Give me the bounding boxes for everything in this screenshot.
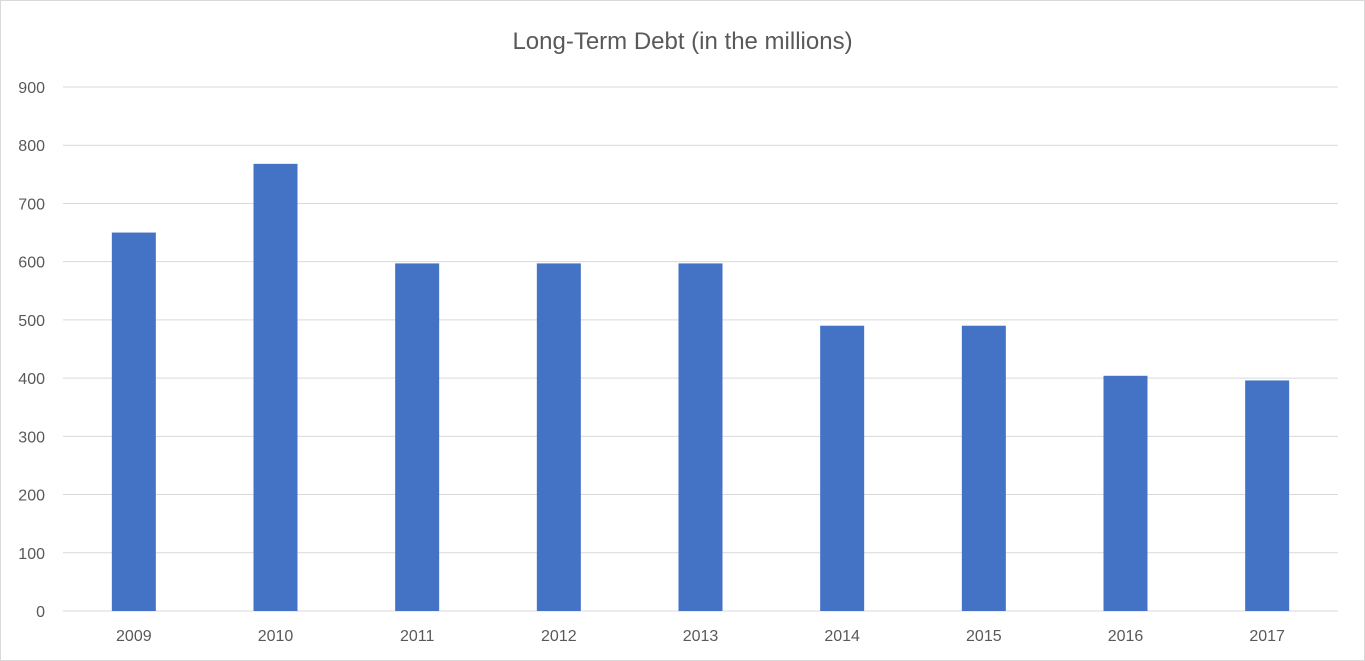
y-tick-label: 500 [18,313,45,330]
x-tick-label: 2014 [824,628,860,645]
x-tick-label: 2017 [1249,628,1285,645]
y-tick-label: 200 [18,488,45,505]
y-tick-label: 400 [18,371,45,388]
x-tick-label: 2012 [541,628,577,645]
y-tick-label: 0 [36,604,45,621]
y-tick-label: 900 [18,80,45,97]
bar-2009 [111,232,156,612]
chart-title: Long-Term Debt (in the millions) [512,28,853,55]
x-tick-label: 2015 [966,628,1002,645]
y-axis-tick-labels: 0 100 200 300 400 500 600 700 800 900 [18,80,45,621]
x-tick-label: 2011 [400,628,435,645]
bars [111,163,1290,612]
bar-2017 [1245,380,1290,611]
bar-2012 [536,263,581,611]
bar-2011 [395,263,440,611]
y-tick-label: 300 [18,429,45,446]
y-tick-label: 100 [18,546,45,563]
bar-2010 [253,163,298,611]
y-tick-label: 700 [18,196,45,213]
y-tick-label: 600 [18,255,45,272]
y-tick-label: 800 [18,138,45,155]
bar-2014 [820,325,865,611]
x-tick-label: 2013 [683,628,719,645]
bar-2016 [1103,375,1148,611]
bar-2015 [961,325,1006,611]
x-tick-label: 2010 [258,628,294,645]
x-tick-label: 2016 [1108,628,1144,645]
bar-2013 [678,263,723,611]
x-tick-label: 2009 [116,628,152,645]
x-axis-tick-labels: 2009 2010 2011 2012 2013 2014 2015 2016 2017 [116,628,1285,645]
